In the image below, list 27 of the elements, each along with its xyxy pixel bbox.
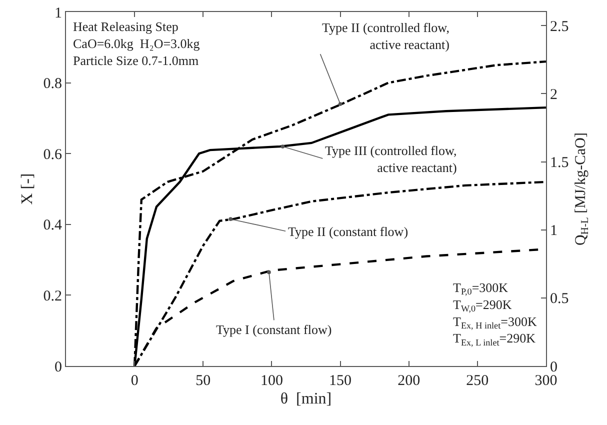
x-tick-label: 50 [196, 373, 211, 389]
x-axis-title: θ [min] [280, 390, 332, 408]
y2-tick-label: 2 [550, 86, 558, 103]
x-tick-label: 100 [260, 373, 283, 389]
annotation: Type III (controlled flow, active reactant) [325, 143, 457, 175]
y-tick-label: 0.4 [43, 218, 62, 234]
y2-tick-label: 0.5 [550, 291, 569, 308]
annotation: Type II (constant flow) [288, 224, 408, 239]
y2-tick-label: 1 [550, 223, 558, 240]
y-tick-label: 1 [54, 5, 62, 22]
x-tick-label: 200 [398, 373, 420, 389]
y-axis-title: X [-] [19, 173, 36, 205]
x-tick-label: 300 [534, 373, 558, 389]
x-tick-label: 0 [130, 373, 138, 389]
y2-tick-label: 0 [550, 359, 558, 376]
annotation: Heat Releasing Step CaO=6.0kg H₂O=3.0kg Particle Size 0.7-1.0mm [73, 19, 200, 68]
annotation: Type II (controlled flow, active reactant) [322, 20, 450, 52]
text: T$_{P,0}$=300K T$_{W,0}$=290K T$_{Ex, H inlet}$=300K T$_{Ex, L inlet}$=290K [453, 280, 537, 348]
y-tick-label: 0.8 [43, 76, 62, 92]
y-tick-label: 0 [54, 359, 62, 376]
x-tick-label: 150 [329, 373, 352, 389]
x-tick-label: 250 [466, 373, 489, 389]
y2-tick-label: 2.5 [550, 18, 569, 35]
y2-tick-label: 1.5 [550, 155, 569, 172]
y-tick-label: 0.2 [43, 288, 62, 304]
annotation: Type I (constant flow) [216, 322, 332, 337]
y-tick-label: 0.6 [43, 146, 62, 163]
